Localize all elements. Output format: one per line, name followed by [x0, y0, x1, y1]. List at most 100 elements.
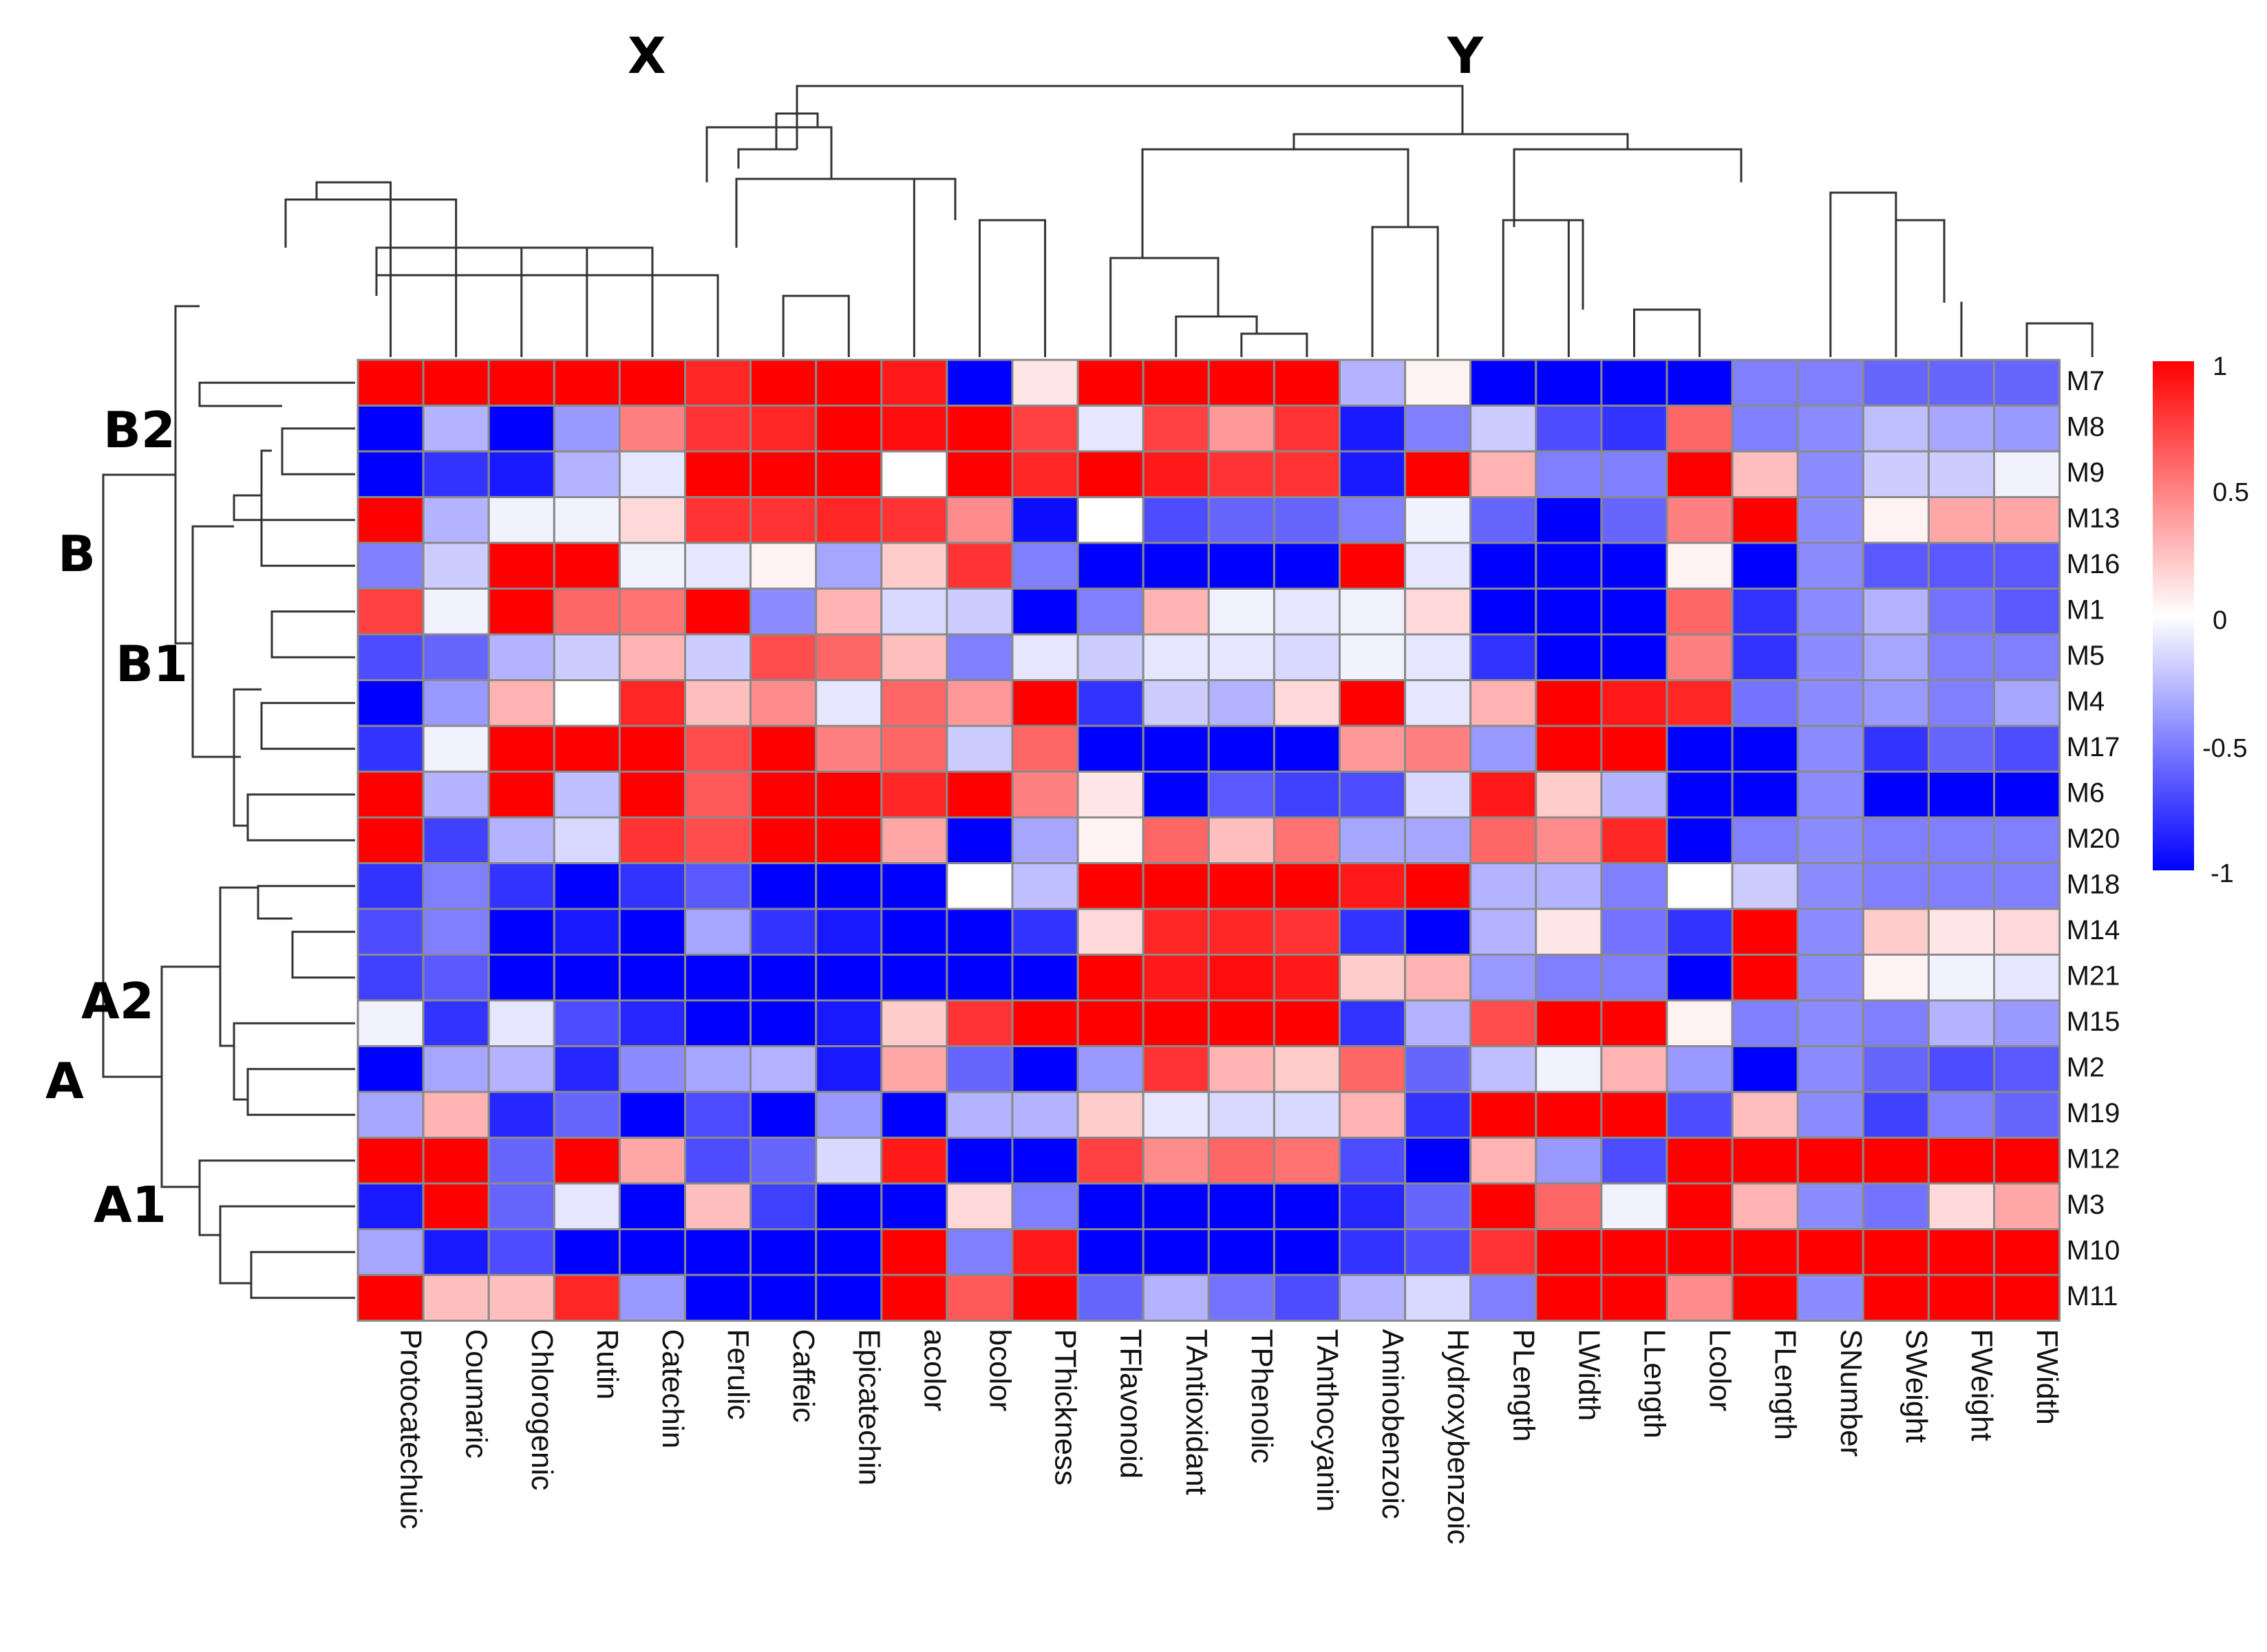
- heatmap-cell-M21-Lcolor: [1665, 954, 1734, 1002]
- heatmap-cell-M18-SNumber: [1796, 862, 1864, 910]
- heatmap-cell-M20-LLength: [1600, 816, 1668, 864]
- heatmap-cell-M11-SNumber: [1796, 1274, 1864, 1322]
- heatmap-cell-M10-Ferulic: [684, 1228, 752, 1276]
- heatmap-cell-M18-bcolor: [946, 862, 1014, 910]
- heatmap-cell-M3-Lcolor: [1665, 1182, 1734, 1230]
- heatmap-cell-M1-TFlavonoid: [1076, 588, 1145, 636]
- heatmap-cell-M17-FWeight: [1927, 725, 1995, 773]
- heatmap-cell-M15-acolor: [880, 999, 948, 1047]
- heatmap-cell-M11-LLength: [1600, 1274, 1668, 1322]
- heatmap-cell-M1-bcolor: [946, 588, 1014, 636]
- heatmap-cell-M8-Rutin: [553, 405, 621, 453]
- heatmap-cell-M4-Catechin: [618, 679, 687, 727]
- heatmap-cell-M4-TFlavonoid: [1076, 679, 1145, 727]
- heatmap-cell-M13-LWidth: [1535, 496, 1603, 544]
- heatmap-cell-M5-Caffeic: [749, 633, 818, 681]
- heatmap-cell-M14-FLength: [1731, 908, 1799, 956]
- heatmap-cell-M19-PThickness: [1011, 1091, 1079, 1139]
- heatmap-cell-M18-TAnthocyanin: [1273, 862, 1341, 910]
- heatmap-cell-M6-FLength: [1731, 771, 1799, 819]
- heatmap-cell-M18-Protocatechuic: [356, 862, 425, 910]
- heatmap-cell-M19-acolor: [880, 1091, 948, 1139]
- heatmap-cell-M3-Caffeic: [749, 1182, 818, 1230]
- heatmap-cell-M10-Aminobenzoic: [1339, 1228, 1407, 1276]
- heatmap-cell-M6-Aminobenzoic: [1339, 771, 1407, 819]
- heatmap-cell-M3-PThickness: [1011, 1182, 1079, 1230]
- heatmap-cell-M13-Hydroxybenzoic: [1404, 496, 1472, 544]
- heatmap-cell-M20-Protocatechuic: [356, 816, 425, 864]
- heatmap-cell-M21-Chlorogenic: [487, 954, 555, 1002]
- heatmap-cell-M20-FWeight: [1927, 816, 1995, 864]
- heatmap-cell-M5-FLength: [1731, 633, 1799, 681]
- heatmap-cell-M12-Protocatechuic: [356, 1137, 425, 1185]
- heatmap-cell-M6-SWeight: [1862, 771, 1930, 819]
- heatmap-cell-M21-Rutin: [553, 954, 621, 1002]
- heatmap-cell-M15-PThickness: [1011, 999, 1079, 1047]
- heatmap-cell-M16-LWidth: [1535, 541, 1603, 590]
- dendrogram-link: [1502, 219, 1583, 357]
- heatmap-cell-M19-TAnthocyanin: [1273, 1091, 1341, 1139]
- heatmap-cell-M9-Aminobenzoic: [1339, 450, 1407, 498]
- heatmap-cell-M8-FLength: [1731, 405, 1799, 453]
- heatmap-cell-M2-Epicatechin: [815, 1045, 883, 1093]
- heatmap-cell-M12-FWeight: [1927, 1137, 1995, 1185]
- cluster-label-b2: B2: [103, 401, 175, 459]
- heatmap-cell-M18-Rutin: [553, 862, 621, 910]
- heatmap-cell-M1-Ferulic: [684, 588, 752, 636]
- heatmap-cell-M18-LLength: [1600, 862, 1668, 910]
- heatmap-cell-M9-Lcolor: [1665, 450, 1734, 498]
- heatmap-cell-M17-bcolor: [946, 725, 1014, 773]
- dendrogram-link: [1567, 219, 1584, 357]
- heatmap-cell-M10-Protocatechuic: [356, 1228, 425, 1276]
- column-label: acolor: [917, 1329, 951, 1412]
- heatmap-cell-M16-SNumber: [1796, 541, 1864, 590]
- heatmap-cell-M5-LLength: [1600, 633, 1668, 681]
- heatmap-cell-M2-FLength: [1731, 1045, 1799, 1093]
- heatmap-cell-M9-LLength: [1600, 450, 1668, 498]
- column-label: Hydroxybenzoic: [1441, 1329, 1475, 1545]
- heatmap-cell-M5-Lcolor: [1665, 633, 1734, 681]
- heatmap-cell-M9-Protocatechuic: [356, 450, 425, 498]
- row-label: M2: [2067, 1052, 2105, 1082]
- column-label: FWeight: [1965, 1329, 1999, 1441]
- heatmap-cell-M20-TPhenolic: [1207, 816, 1275, 864]
- heatmap-cell-M5-bcolor: [946, 633, 1014, 681]
- heatmap-cell-M15-Rutin: [553, 999, 621, 1047]
- heatmap-cell-M2-Chlorogenic: [487, 1045, 555, 1093]
- heatmap-cell-M12-Chlorogenic: [487, 1137, 555, 1185]
- heatmap-cell-M9-SWeight: [1862, 450, 1930, 498]
- heatmap-cell-M11-FWidth: [1993, 1274, 2061, 1322]
- heatmap-cell-M2-TFlavonoid: [1076, 1045, 1145, 1093]
- heatmap-cell-M10-SNumber: [1796, 1228, 1864, 1276]
- heatmap-cell-M19-Chlorogenic: [487, 1091, 555, 1139]
- heatmap-cell-M19-SNumber: [1796, 1091, 1864, 1139]
- colorbar-gradient: [2153, 361, 2194, 870]
- heatmap-cell-M6-bcolor: [946, 771, 1014, 819]
- heatmap-cell-M12-TFlavonoid: [1076, 1137, 1145, 1185]
- heatmap-cell-M15-LWidth: [1535, 999, 1603, 1047]
- heatmap-cell-M9-SNumber: [1796, 450, 1864, 498]
- heatmap-cell-M16-Protocatechuic: [356, 541, 425, 590]
- heatmap-cell-M7-Caffeic: [749, 358, 818, 407]
- heatmap-cell-M14-Rutin: [553, 908, 621, 956]
- heatmap-cell-M14-Ferulic: [684, 908, 752, 956]
- colorbar-tick: -0.5: [2202, 734, 2247, 763]
- heatmap-cell-M20-Catechin: [618, 816, 687, 864]
- heatmap-cell-M19-Ferulic: [684, 1091, 752, 1139]
- heatmap-cell-M16-Coumaric: [422, 541, 490, 590]
- column-label: Caffeic: [787, 1329, 820, 1423]
- heatmap-cell-M7-TFlavonoid: [1076, 358, 1145, 407]
- heatmap-cell-M4-Hydroxybenzoic: [1404, 679, 1472, 727]
- heatmap-cell-M13-Chlorogenic: [487, 496, 555, 544]
- row-label: M15: [2067, 1007, 2120, 1037]
- heatmap-cell-M12-acolor: [880, 1137, 948, 1185]
- heatmap-cell-M7-TAntioxidant: [1142, 358, 1210, 407]
- heatmap-cell-M19-Catechin: [618, 1091, 687, 1139]
- dendrogram-link: [233, 1022, 355, 1101]
- heatmap-cell-M2-Coumaric: [422, 1045, 490, 1093]
- heatmap-cell-M19-SWeight: [1862, 1091, 1930, 1139]
- column-dendrogram: [284, 85, 2094, 357]
- heatmap-cell-M17-PLength: [1469, 725, 1537, 773]
- heatmap-cell-M1-Lcolor: [1665, 588, 1734, 636]
- heatmap-cell-M9-Rutin: [553, 450, 621, 498]
